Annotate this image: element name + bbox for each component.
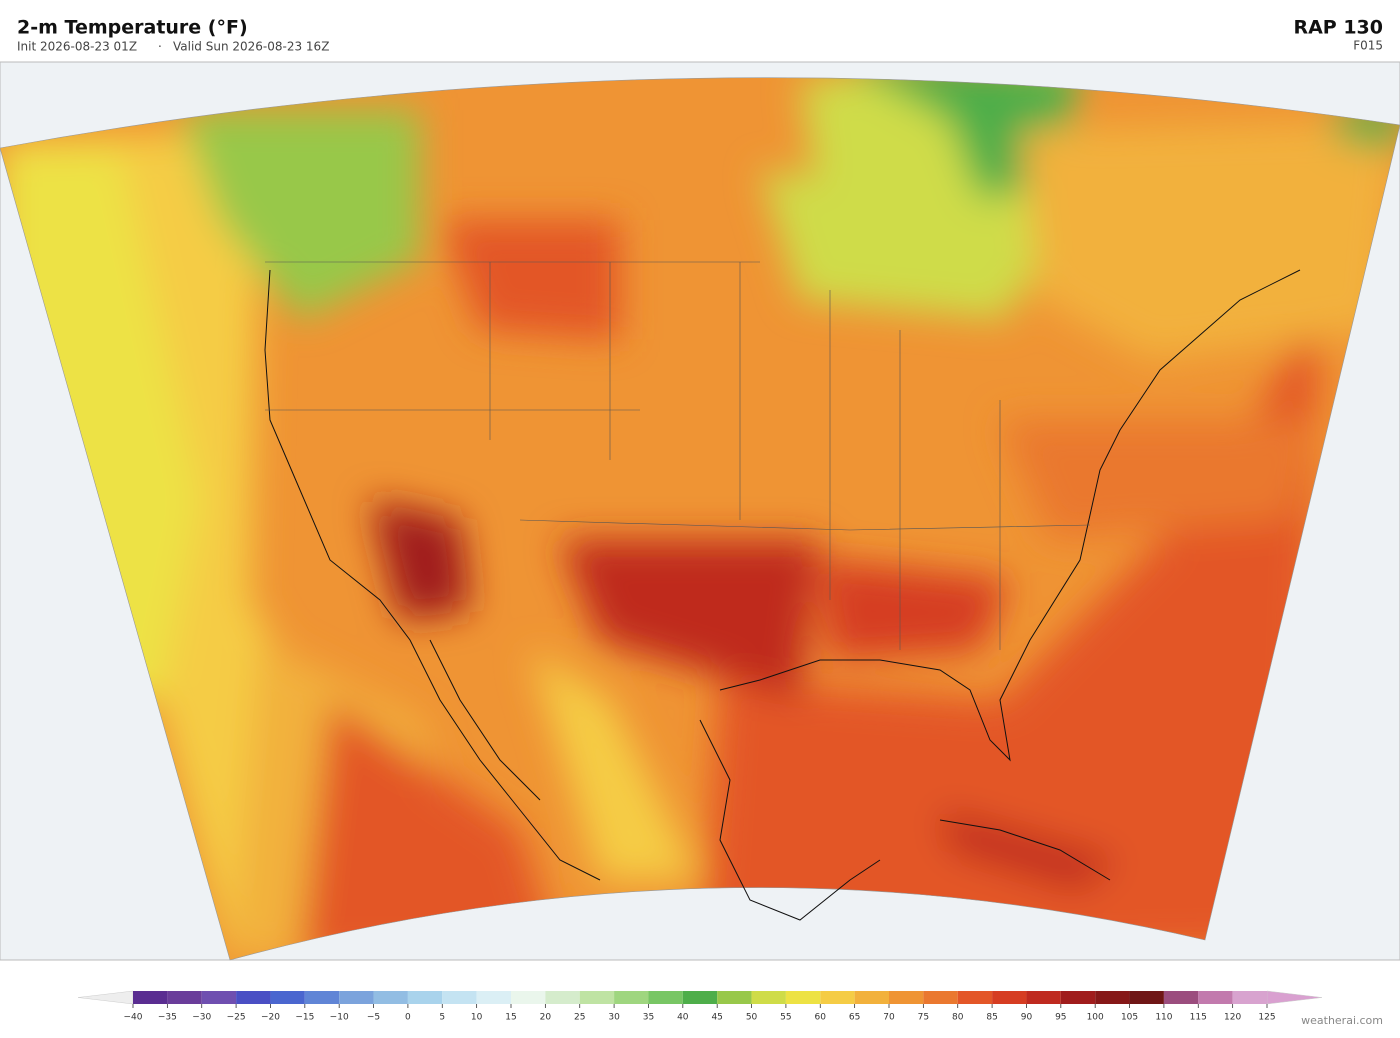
colorbar-bin [442,991,477,1004]
colorbar-bin [545,991,580,1004]
separator: · [158,40,162,54]
colorbar-tick-label: 85 [986,1013,997,1023]
colorbar-bin [133,991,168,1004]
colorbar-bin [1129,991,1164,1004]
colorbar-bin [1198,991,1233,1004]
colorbar-tick-label: 45 [711,1013,722,1023]
colorbar-tick-label: −40 [124,1013,143,1023]
colorbar-bin [167,991,202,1004]
colorbar-tick-label: 65 [849,1013,860,1023]
colorbar-bin [648,991,683,1004]
colorbar-tick-label: −25 [227,1013,246,1023]
colorbar-bin [236,991,271,1004]
colorbar-bin [476,991,511,1004]
watermark: weatherai.com [1301,1014,1383,1027]
colorbar-tick-label: 5 [439,1013,445,1023]
colorbar-tick-label: 90 [1021,1013,1033,1023]
colorbar-tick-label: 10 [471,1013,483,1023]
colorbar-tick-label: 115 [1190,1013,1207,1023]
colorbar-bin [1026,991,1061,1004]
colorbar-bin [957,991,993,1004]
colorbar-tick-label: 25 [574,1013,585,1023]
colorbar-tick-label: 95 [1055,1013,1066,1023]
colorbar-bin [1095,991,1130,1004]
init-time: Init 2026-08-23 01Z [17,40,137,54]
colorbar-bin [373,991,408,1004]
colorbar-tick-label: −5 [367,1013,380,1023]
map [0,61,1400,961]
colorbar-bin [751,991,786,1004]
colorbar-tick-label: 75 [918,1013,929,1023]
model-name: RAP 130 [1293,17,1383,39]
colorbar-tick-label: 55 [780,1013,791,1023]
colorbar-tick-label: 35 [643,1013,654,1023]
valid-time: Valid Sun 2026-08-23 16Z [173,40,329,54]
colorbar-tick-label: 70 [883,1013,895,1023]
colorbar-bin [923,991,958,1004]
colorbar-tick-label: −30 [192,1013,211,1023]
forecast-hour: F015 [1353,39,1383,53]
colorbar: −40 −35 −30 −25 −20 −15 −10 −5 0 5 10 15 20 25 30 35 40 4… [77,990,1323,1023]
colorbar-bin [304,991,340,1004]
colorbar-tick-label: 105 [1121,1013,1138,1023]
colorbar-tick-label: 110 [1155,1013,1172,1023]
colorbar-tick-label: 100 [1087,1013,1104,1023]
colorbar-bin [579,991,615,1004]
colorbar-tick-label: 15 [505,1013,516,1023]
colorbar-over [1266,990,1323,1005]
colorbar-bin [407,991,443,1004]
colorbar-bin [270,991,305,1004]
colorbar-tick-label: 40 [677,1013,689,1023]
colorbar-under [77,990,134,1005]
title: 2-m Temperature (°F) [17,17,248,39]
colorbar-tick-label: −15 [295,1013,314,1023]
colorbar-tick-label: −35 [158,1013,177,1023]
colorbar-tick-label: −10 [330,1013,349,1023]
colorbar-tick-label: 0 [405,1013,411,1023]
colorbar-bin [992,991,1027,1004]
colorbar-bin [889,991,924,1004]
colorbar-bin [511,991,546,1004]
colorbar-tick-label: 120 [1224,1013,1241,1023]
colorbar-tick-label: 60 [815,1013,827,1023]
colorbar-tick-label: 20 [540,1013,552,1023]
colorbar-bin [854,991,889,1004]
colorbar-tick-label: −20 [261,1013,280,1023]
colorbar-bin [1232,991,1267,1004]
colorbar-tick-label: 50 [746,1013,758,1023]
colorbar-tick-label: 80 [952,1013,964,1023]
colorbar-bin [717,991,752,1004]
colorbar-bin [820,991,855,1004]
colorbar-bin [1163,991,1199,1004]
colorbar-bin [201,991,237,1004]
colorbar-tick-label: 30 [608,1013,620,1023]
colorbar-bin [682,991,718,1004]
colorbar-bin [1060,991,1096,1004]
colorbar-bin [339,991,374,1004]
colorbar-bin [785,991,821,1004]
colorbar-tick-label: 125 [1258,1013,1275,1023]
colorbar-bin [614,991,649,1004]
